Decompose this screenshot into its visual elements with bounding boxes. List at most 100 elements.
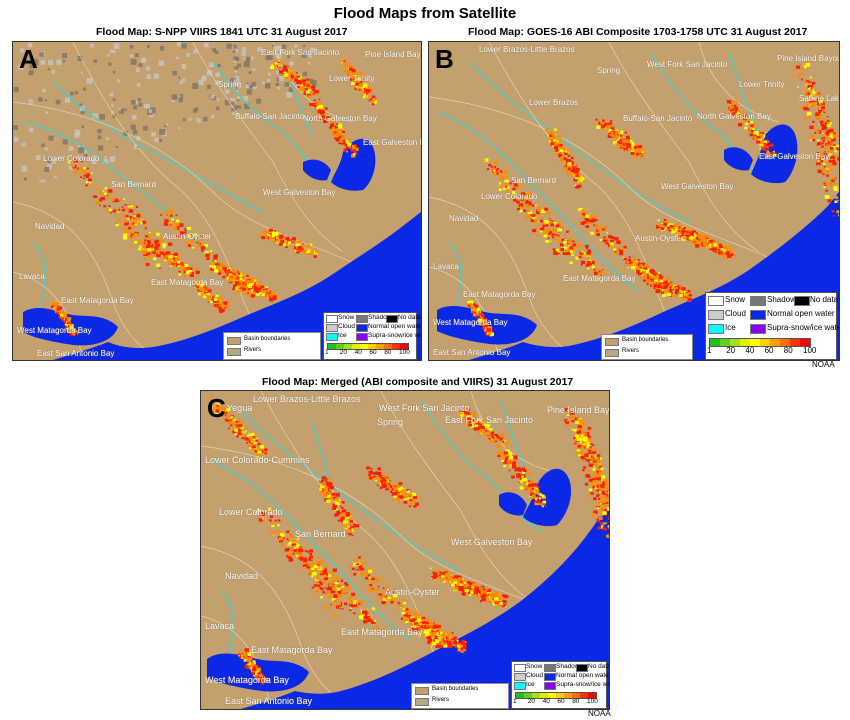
flood-pixel bbox=[445, 572, 448, 574]
flood-pixel bbox=[536, 208, 541, 212]
flood-pixel bbox=[579, 451, 583, 455]
flood-pixel bbox=[476, 314, 479, 317]
flood-pixel bbox=[438, 629, 442, 633]
flood-pixel bbox=[691, 236, 695, 240]
flood-pixel bbox=[199, 243, 202, 245]
flood-pixel bbox=[337, 586, 340, 589]
flood-pixel bbox=[273, 530, 277, 533]
flood-pixel bbox=[662, 282, 664, 284]
flood-pixel bbox=[370, 467, 373, 470]
flood-pixel bbox=[697, 239, 700, 242]
flood-pixel bbox=[730, 247, 733, 250]
flood-pixel bbox=[823, 182, 826, 185]
cloud-pixel bbox=[264, 83, 271, 89]
flood-pixel bbox=[154, 246, 159, 251]
flood-pixel bbox=[596, 485, 599, 488]
label-pine-island: Pine Island Bayou bbox=[777, 54, 840, 63]
flood-pixel bbox=[129, 244, 133, 248]
flood-pixel bbox=[588, 478, 593, 482]
flood-pixel bbox=[312, 92, 315, 95]
flood-pixel bbox=[318, 108, 321, 111]
flood-pixel bbox=[593, 224, 596, 226]
flood-pixel bbox=[609, 130, 612, 133]
flood-pixel bbox=[699, 235, 704, 239]
flood-pixel bbox=[379, 479, 383, 483]
flood-pixel bbox=[175, 219, 180, 223]
flood-pixel bbox=[457, 643, 461, 647]
flood-pixel bbox=[368, 588, 372, 592]
flood-pixel bbox=[806, 112, 812, 116]
flood-pixel bbox=[509, 182, 512, 185]
flood-pixel bbox=[131, 202, 135, 205]
flood-pixel bbox=[474, 591, 480, 595]
flood-pixel bbox=[456, 639, 459, 642]
flood-pixel bbox=[572, 443, 575, 445]
flood-pixel bbox=[606, 507, 609, 511]
flood-pixel bbox=[830, 155, 835, 160]
flood-pixel bbox=[593, 489, 597, 492]
flood-pixel bbox=[447, 579, 450, 581]
flood-pixel bbox=[195, 281, 198, 284]
flood-pixel bbox=[62, 316, 67, 320]
flood-pixel bbox=[559, 158, 564, 162]
flood-pixel bbox=[653, 282, 657, 285]
flood-pixel bbox=[292, 74, 295, 76]
flood-pixel bbox=[366, 584, 371, 588]
flood-pixel bbox=[401, 611, 406, 615]
flood-pixel bbox=[414, 620, 417, 623]
fraction-colorbar bbox=[327, 343, 409, 350]
flood-pixel bbox=[679, 233, 682, 236]
flood-pixel bbox=[334, 600, 336, 602]
flood-pixel bbox=[606, 503, 609, 507]
flood-pixel bbox=[430, 629, 434, 632]
flood-pixel bbox=[353, 569, 356, 572]
flood-pixel bbox=[832, 159, 836, 163]
flood-pixel bbox=[534, 204, 537, 207]
flood-pixel bbox=[289, 67, 293, 71]
flood-pixel bbox=[159, 239, 164, 243]
flood-pixel bbox=[189, 274, 194, 277]
flood-pixel bbox=[614, 132, 618, 135]
flood-pixel bbox=[279, 71, 282, 74]
flood-pixel bbox=[803, 106, 808, 111]
flood-pixel bbox=[526, 202, 531, 206]
flood-pixel bbox=[88, 184, 92, 188]
flood-pixel bbox=[479, 318, 483, 322]
flood-pixel bbox=[555, 152, 559, 155]
flood-pixel bbox=[316, 574, 319, 576]
flood-pixel bbox=[636, 268, 639, 271]
flood-pixel bbox=[809, 76, 812, 79]
flood-pixel bbox=[218, 263, 220, 265]
flood-pixel bbox=[498, 451, 503, 455]
flood-pixel bbox=[577, 245, 581, 248]
flood-pixel bbox=[351, 148, 357, 153]
flood-pixel bbox=[291, 237, 296, 241]
flood-pixel bbox=[216, 303, 219, 306]
flood-pixel bbox=[667, 283, 671, 286]
flood-pixel bbox=[519, 482, 521, 485]
flood-pixel bbox=[320, 583, 323, 585]
flood-pixel bbox=[575, 434, 580, 438]
flood-pixel bbox=[123, 219, 128, 223]
flood-pixel bbox=[524, 486, 527, 489]
flood-pixel bbox=[358, 566, 362, 569]
flood-pixel bbox=[247, 291, 252, 295]
flood-pixel bbox=[127, 217, 130, 220]
cloud-pixel bbox=[44, 99, 47, 102]
flood-pixel bbox=[590, 231, 594, 235]
flood-pixel bbox=[498, 182, 501, 185]
flood-pixel bbox=[632, 258, 637, 262]
flood-pixel bbox=[291, 542, 294, 544]
flood-pixel bbox=[550, 234, 552, 236]
flood-pixel bbox=[54, 301, 59, 304]
flood-pixel bbox=[661, 222, 664, 225]
flood-pixel bbox=[386, 590, 390, 593]
flood-pixel bbox=[249, 289, 255, 293]
flood-pixel bbox=[834, 150, 838, 153]
label-west-galveston: West Galveston Bay bbox=[263, 188, 336, 197]
flood-pixel bbox=[406, 618, 409, 621]
flood-pixel bbox=[413, 622, 418, 626]
flood-pixel bbox=[512, 187, 516, 191]
flood-pixel bbox=[536, 491, 541, 495]
water-label: Normal open water bbox=[368, 323, 422, 330]
